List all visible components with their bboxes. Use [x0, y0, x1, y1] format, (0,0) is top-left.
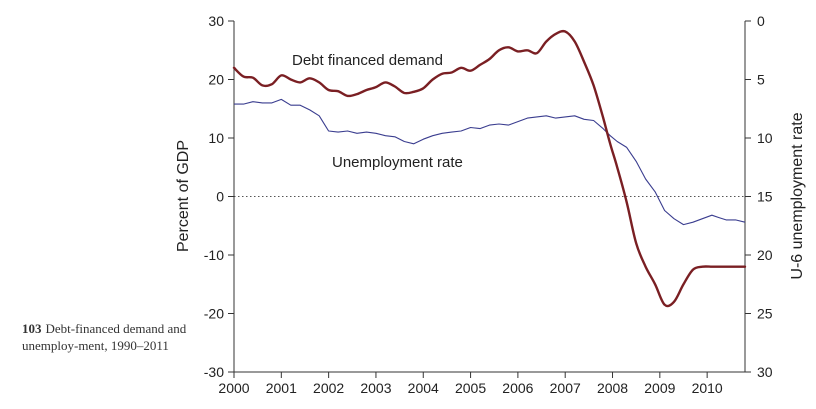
- figure-number: 103: [22, 321, 42, 336]
- figure-caption-text: Debt-financed demand and unemploy-ment, …: [22, 321, 187, 353]
- x-tick-label: 2005: [455, 380, 486, 396]
- y2-axis-title: U-6 unemployment rate: [789, 112, 806, 279]
- y2-tick-label: 0: [757, 13, 765, 29]
- x-tick-label: 2002: [313, 380, 344, 396]
- y-tick-label: -30: [204, 364, 224, 380]
- figure-caption: 103 Debt-financed demand and unemploy-men…: [22, 320, 192, 354]
- y-tick-label: 0: [216, 189, 224, 205]
- y-axis-title: Percent of GDP: [175, 140, 192, 252]
- y-tick-label: 20: [208, 72, 224, 88]
- series-line-debt-financed-demand: [232, 29, 747, 308]
- y-tick-label: 10: [208, 130, 224, 146]
- y-tick-label: 30: [208, 13, 224, 29]
- x-tick-label: 2008: [597, 380, 628, 396]
- y2-tick-label: 10: [757, 130, 773, 146]
- x-tick-label: 2009: [644, 380, 675, 396]
- annotation-unemployment-rate: Unemployment rate: [332, 154, 463, 171]
- y2-tick-label: 5: [757, 72, 765, 88]
- x-tick-label: 2000: [218, 380, 249, 396]
- x-tick-label: 2006: [502, 380, 533, 396]
- annotation-debt-financed-demand: Debt financed demand: [292, 52, 443, 69]
- y-tick-label: -10: [204, 247, 224, 263]
- x-tick-label: 2007: [550, 380, 581, 396]
- x-tick-label: 2010: [692, 380, 723, 396]
- y2-tick-label: 15: [757, 189, 773, 205]
- y2-tick-label: 30: [757, 364, 773, 380]
- series-line-unemployment-rate: [234, 98, 746, 226]
- x-tick-label: 2004: [408, 380, 439, 396]
- y2-tick-label: 20: [757, 247, 773, 263]
- x-tick-label: 2001: [266, 380, 297, 396]
- y-tick-label: -20: [204, 306, 224, 322]
- y2-tick-label: 25: [757, 306, 773, 322]
- x-tick-label: 2003: [360, 380, 391, 396]
